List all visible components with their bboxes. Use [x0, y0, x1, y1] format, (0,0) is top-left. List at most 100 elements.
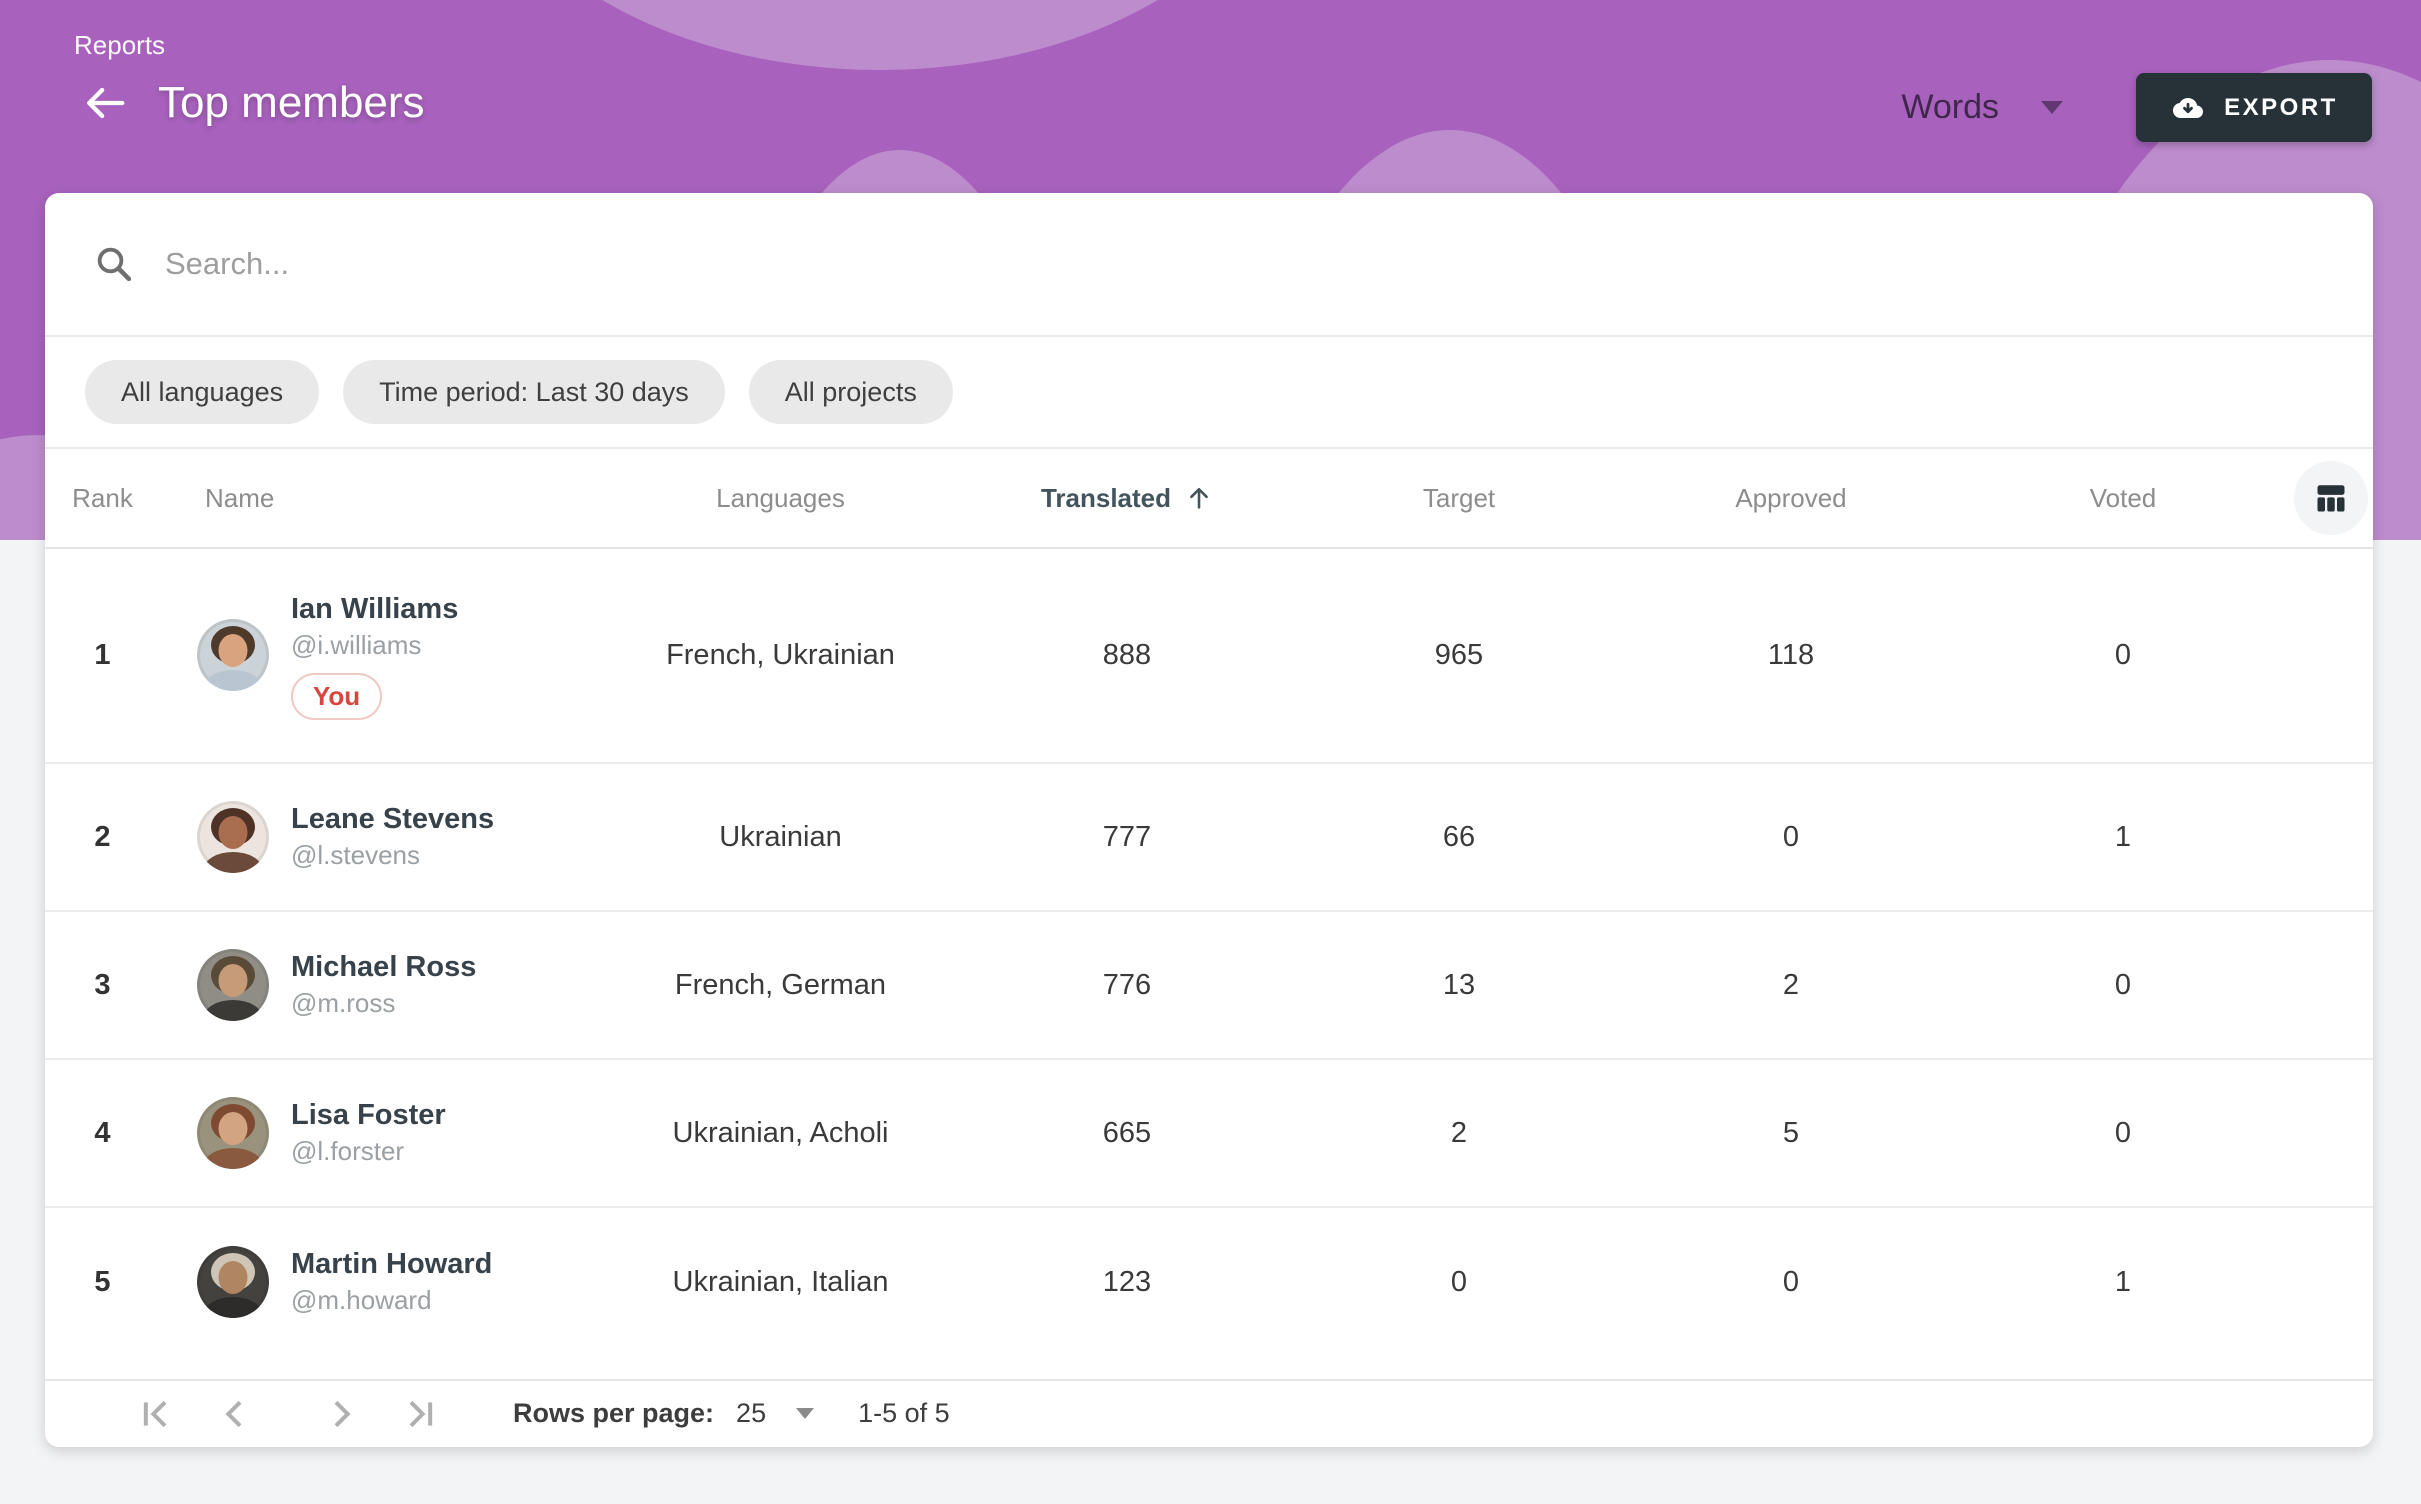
column-header-translated-label: Translated [1040, 482, 1172, 513]
voted-cell: 0 [2114, 968, 2132, 1001]
avatar [197, 949, 269, 1021]
rank-cell: 2 [94, 820, 111, 853]
report-card: All languages Time period: Last 30 days … [45, 193, 2373, 1447]
search-icon [97, 247, 132, 282]
table-row: 5 Martin Howard @m.howard Ukrainian, Ita… [45, 1208, 2373, 1356]
table-row: 1 Ian Williams @i.williams You French, U… [45, 549, 2373, 764]
caret-down-icon [796, 1408, 815, 1420]
member-cell: Leane Stevens @l.stevens [160, 801, 600, 873]
target-cell: 2 [1450, 1116, 1468, 1149]
page-title: Top members [158, 78, 425, 127]
chevron-right-icon [334, 1400, 351, 1427]
approved-cell: 5 [1782, 1116, 1800, 1149]
column-header-target[interactable]: Target [1422, 482, 1496, 513]
table-header: Rank Name Languages Translated Target Ap… [45, 449, 2373, 549]
unit-selector[interactable]: Words [1901, 73, 2063, 142]
target-cell: 66 [1442, 820, 1476, 853]
member-handle: @m.howard [291, 1284, 432, 1315]
search-bar [45, 193, 2373, 337]
title-row: Top members [82, 78, 425, 128]
sort-ascending-icon [1190, 487, 1208, 509]
voted-cell: 0 [2114, 1116, 2132, 1149]
rank-cell: 1 [94, 639, 111, 671]
member-name: Martin Howard [291, 1248, 493, 1281]
table-body: 1 Ian Williams @i.williams You French, U… [45, 549, 2373, 1379]
table-row: 3 Michael Ross @m.ross French, German 77… [45, 912, 2373, 1060]
caret-down-icon [2041, 101, 2063, 114]
voted-cell: 0 [2114, 639, 2132, 671]
voted-cell: 1 [2114, 820, 2132, 853]
member-cell: Ian Williams @i.williams You [160, 591, 600, 720]
rank-cell: 4 [94, 1116, 111, 1149]
member-handle: @m.ross [291, 987, 396, 1018]
member-name: Lisa Foster [291, 1099, 446, 1132]
next-page-button[interactable] [319, 1392, 363, 1436]
member-handle: @l.forster [291, 1135, 405, 1166]
languages-cell: Ukrainian, Italian [672, 1265, 889, 1298]
rows-per-page-label: Rows per page: [513, 1398, 715, 1429]
avatar [197, 1097, 269, 1169]
arrow-left-icon [87, 87, 125, 119]
translated-cell: 888 [1102, 639, 1152, 671]
member-name: Leane Stevens [291, 803, 495, 836]
member-handle: @i.williams [291, 629, 422, 660]
column-settings-button[interactable] [2294, 461, 2368, 535]
approved-cell: 0 [1782, 1265, 1800, 1298]
table-columns-icon [2317, 485, 2345, 512]
table-row: 4 Lisa Foster @l.forster Ukrainian, Acho… [45, 1060, 2373, 1208]
back-button[interactable] [82, 80, 128, 126]
column-header-languages[interactable]: Languages [716, 482, 845, 513]
member-name: Ian Williams [291, 593, 459, 626]
rows-per-page-select[interactable]: 25 [736, 1398, 815, 1429]
target-cell: 13 [1442, 968, 1476, 1001]
column-header-translated[interactable]: Translated [961, 483, 1293, 514]
last-page-icon [409, 1400, 433, 1427]
export-button-label: EXPORT [2224, 93, 2338, 121]
translated-cell: 123 [1102, 1265, 1152, 1298]
languages-cell: Ukrainian, Acholi [672, 1116, 889, 1149]
search-input[interactable] [165, 246, 2325, 282]
avatar [197, 1246, 269, 1318]
export-button[interactable]: EXPORT [2136, 73, 2372, 142]
translated-cell: 665 [1102, 1116, 1152, 1149]
first-page-icon [143, 1400, 167, 1427]
column-header-rank[interactable]: Rank [72, 482, 133, 513]
member-cell: Lisa Foster @l.forster [160, 1097, 600, 1169]
filter-chip-time-period[interactable]: Time period: Last 30 days [343, 360, 725, 424]
filter-chip-projects[interactable]: All projects [748, 360, 953, 424]
languages-cell: Ukrainian [719, 820, 842, 853]
languages-cell: French, German [674, 968, 887, 1001]
member-name: Michael Ross [291, 951, 477, 984]
column-header-approved[interactable]: Approved [1735, 482, 1847, 513]
rank-cell: 5 [94, 1265, 111, 1298]
approved-cell: 2 [1782, 968, 1800, 1001]
translated-cell: 777 [1102, 820, 1152, 853]
languages-cell: French, Ukrainian [666, 639, 895, 671]
pagination-range: 1-5 of 5 [858, 1398, 950, 1429]
translated-cell: 776 [1102, 968, 1152, 1001]
column-header-name[interactable]: Name [205, 482, 275, 513]
member-handle: @l.stevens [291, 839, 420, 870]
breadcrumb-reports[interactable]: Reports [74, 30, 166, 60]
rows-per-page-value: 25 [736, 1398, 767, 1429]
filter-chip-languages[interactable]: All languages [85, 360, 320, 424]
avatar [197, 619, 269, 692]
voted-cell: 1 [2114, 1265, 2132, 1298]
member-cell: Michael Ross @m.ross [160, 949, 600, 1021]
approved-cell: 0 [1782, 820, 1800, 853]
table-row: 2 Leane Stevens @l.stevens Ukrainian 777… [45, 764, 2373, 912]
last-page-button[interactable] [399, 1392, 443, 1436]
first-page-button[interactable] [133, 1392, 177, 1436]
approved-cell: 118 [1767, 639, 1815, 671]
filter-chips: All languages Time period: Last 30 days … [45, 337, 2373, 449]
rank-cell: 3 [94, 968, 111, 1001]
pagination-bar: Rows per page: 25 1-5 of 5 [45, 1378, 2373, 1448]
previous-page-button[interactable] [213, 1392, 257, 1436]
chevron-left-icon [225, 1400, 242, 1427]
avatar [197, 801, 269, 873]
member-cell: Martin Howard @m.howard [160, 1246, 600, 1318]
unit-selector-value: Words [1901, 88, 1999, 126]
cloud-download-icon [2173, 97, 2204, 118]
you-badge: You [291, 672, 383, 720]
column-header-voted[interactable]: Voted [2089, 482, 2157, 513]
